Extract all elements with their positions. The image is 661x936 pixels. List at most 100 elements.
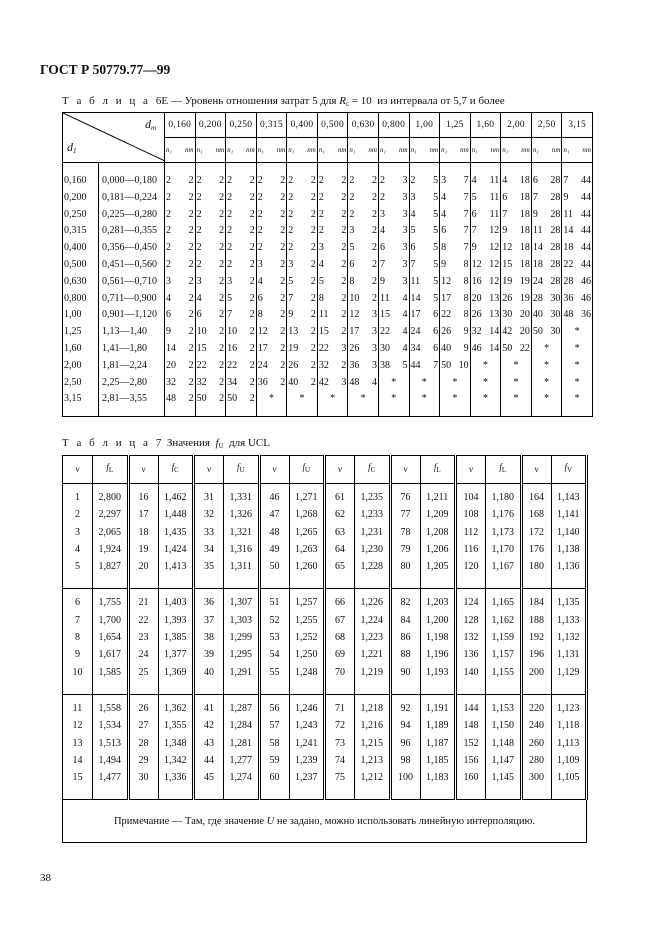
n1-cell: 8 bbox=[439, 240, 455, 257]
n1-cell: 11 bbox=[530, 223, 547, 241]
n1-cell: 2 bbox=[316, 189, 333, 207]
nu-cell: 104 bbox=[455, 489, 486, 507]
n1-cell: 9 bbox=[561, 189, 578, 207]
n1-cell: 2 bbox=[163, 256, 180, 274]
f-value-cell: 1,462 bbox=[157, 489, 195, 507]
spacer-cell bbox=[225, 162, 241, 173]
f-value-cell: 1,198 bbox=[419, 629, 457, 647]
f-value-cell: 1,170 bbox=[485, 540, 523, 559]
n1-cell: 19 bbox=[286, 340, 303, 358]
f-value-cell: 1,105 bbox=[550, 769, 588, 787]
nu-cell: 70 bbox=[324, 663, 355, 681]
subheader-n1: n₁ bbox=[225, 137, 241, 163]
n1-cell: 2 bbox=[194, 173, 211, 190]
spacer-cell bbox=[520, 680, 552, 695]
f-value-cell: 2,065 bbox=[92, 523, 130, 541]
nt-cell: 2 bbox=[332, 223, 349, 241]
nu-header: ν bbox=[455, 455, 486, 484]
f-header: fV bbox=[550, 455, 588, 484]
nu-header: ν bbox=[193, 455, 224, 484]
range-cell: 2,25—2,80 bbox=[98, 374, 165, 392]
nt-cell: 2 bbox=[240, 290, 257, 308]
nt-cell: 2 bbox=[271, 290, 288, 308]
n1-cell: 20 bbox=[163, 357, 180, 375]
spacer-cell bbox=[62, 680, 93, 695]
n1-cell: 6 bbox=[377, 240, 394, 257]
nt-cell: 2 bbox=[240, 307, 257, 325]
nt-cell: 2 bbox=[332, 206, 349, 224]
nt-cell: 2 bbox=[302, 374, 318, 392]
no-value-cell: * bbox=[530, 391, 563, 409]
range-cell: 1,13—1,40 bbox=[98, 324, 165, 341]
nu-cell: 86 bbox=[389, 629, 421, 647]
nu-header: ν bbox=[258, 455, 290, 484]
n1-cell: 26 bbox=[469, 307, 486, 325]
spacer-cell bbox=[288, 680, 326, 695]
spacer-cell bbox=[455, 575, 486, 590]
spacer-cell bbox=[193, 575, 224, 590]
f-value-cell: 1,230 bbox=[354, 540, 392, 559]
nt-cell: 3 bbox=[393, 173, 410, 190]
n1-cell: 42 bbox=[500, 324, 517, 341]
no-value-cell: * bbox=[469, 357, 502, 375]
f-value-cell: 1,377 bbox=[157, 646, 195, 664]
n1-cell: 9 bbox=[286, 307, 303, 325]
spacer-cell bbox=[561, 162, 578, 173]
subheader-nt: nт bbox=[302, 137, 318, 163]
no-value-cell: * bbox=[561, 324, 593, 341]
nt-cell: 44 bbox=[577, 223, 593, 241]
nt-cell: 44 bbox=[577, 173, 593, 190]
nu-cell: 40 bbox=[193, 663, 224, 681]
f-header: fU bbox=[288, 455, 326, 484]
nu-cell: 160 bbox=[455, 769, 486, 787]
nt-cell: 18 bbox=[516, 223, 532, 241]
f-value-cell: 1,281 bbox=[223, 734, 261, 752]
nt-cell: 2 bbox=[179, 340, 196, 358]
nt-cell: 28 bbox=[546, 206, 563, 224]
table-row: 12 1,534 27 1,355 42 1,284 57 1,243 72 1,216 94 1,1… bbox=[62, 717, 588, 735]
n1-cell: 14 bbox=[561, 223, 578, 241]
spacer-cell bbox=[419, 575, 457, 590]
nt-cell: 2 bbox=[271, 223, 288, 241]
f-value-cell: 1,173 bbox=[485, 523, 523, 541]
range-cell: 0,711—0,900 bbox=[98, 290, 165, 308]
n1-cell: 2 bbox=[163, 223, 180, 241]
nu-cell: 152 bbox=[455, 734, 486, 752]
spacer-cell bbox=[286, 408, 303, 418]
spacer-cell bbox=[92, 588, 130, 595]
nt-cell: 12 bbox=[485, 256, 502, 274]
spacer-cell bbox=[485, 694, 523, 700]
subheader-row: n₁ nт n₁ nт n₁ nт n₁ nт n₁ nт n₁ nт n₁ nт n₁ nт n₁ nт n₁ nт… bbox=[63, 137, 593, 163]
nt-cell: 7 bbox=[454, 240, 471, 257]
n1-cell: 3 bbox=[316, 240, 333, 257]
subheader-n1: n₁ bbox=[194, 137, 211, 163]
corner-dt-label: dт bbox=[144, 117, 156, 132]
spacer-cell bbox=[62, 483, 93, 489]
n1-cell: 50 bbox=[500, 340, 517, 358]
spacer-cell bbox=[324, 575, 355, 590]
n1-cell: 10 bbox=[194, 324, 211, 341]
nu-cell: 44 bbox=[193, 751, 224, 770]
nu-cell: 30 bbox=[127, 769, 159, 787]
nu-cell: 60 bbox=[258, 769, 290, 787]
table-row: 2,00 1,81—2,24 20 2 22 2 22 2 24 2 26 2 32 2 36 3 38 5 44 7… bbox=[62, 357, 593, 375]
n1-cell: 6 bbox=[500, 189, 517, 207]
nu-cell: 59 bbox=[258, 751, 290, 770]
f-header: fL bbox=[92, 455, 130, 484]
table-row: 1,25 1,13—1,40 9 2 10 2 10 2 12 2 13 2 15 2 17 3 22 4 24 6 2… bbox=[62, 324, 593, 341]
dt-column-header: 2,50 bbox=[530, 112, 563, 138]
n1-cell: 8 bbox=[316, 290, 333, 308]
table-row: 2,50 2,25—2,80 32 2 32 2 34 2 36 2 40 2 42 3 48 4 * * * * * *… bbox=[62, 374, 593, 392]
nt-cell: 3 bbox=[393, 206, 410, 224]
n1-cell: 2 bbox=[194, 223, 211, 241]
f-value-cell: 1,755 bbox=[92, 594, 130, 612]
f-value-cell: 1,132 bbox=[550, 629, 588, 647]
nt-cell: 2 bbox=[332, 189, 349, 207]
f-value-cell: 1,109 bbox=[550, 751, 588, 770]
f-value-cell: 1,123 bbox=[550, 699, 588, 718]
no-value-cell: * bbox=[408, 374, 441, 392]
nt-cell: 2 bbox=[210, 391, 227, 409]
f-value-cell: 1,165 bbox=[485, 594, 523, 612]
n1-cell: 2 bbox=[255, 173, 272, 190]
spacer-cell bbox=[193, 483, 224, 489]
